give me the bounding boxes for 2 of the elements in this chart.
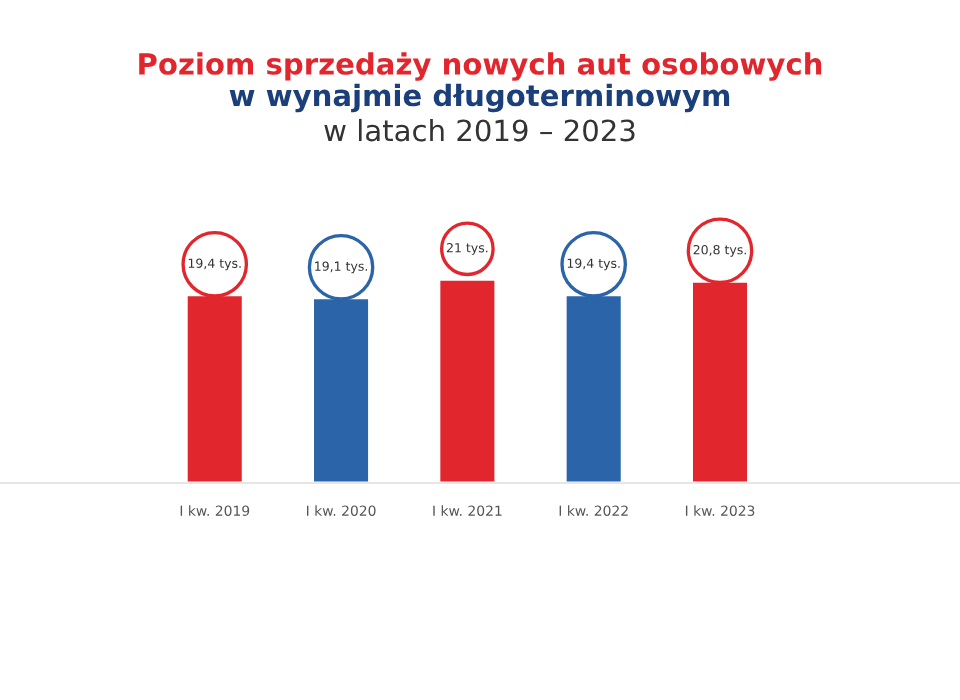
chart-title: Poziom sprzedaży nowych aut osobowych — [139, 52, 822, 81]
chart-subtitle: w wynajmie długoterminowym w latach 2019 – 2023 — [229, 83, 730, 142]
